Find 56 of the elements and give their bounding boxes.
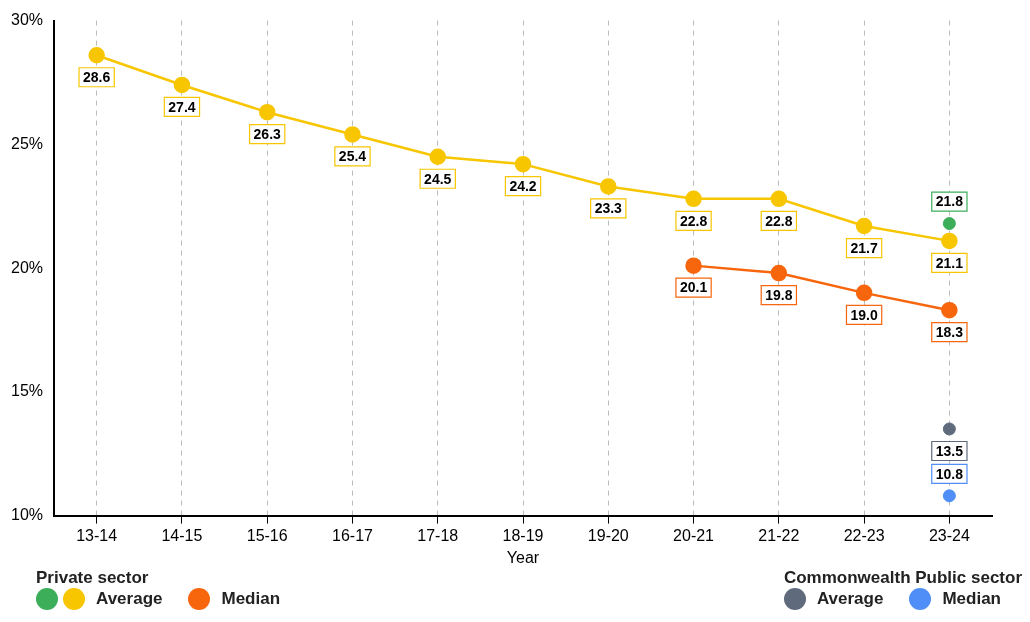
y-tick-label: 25% [10, 134, 44, 152]
data-label: 27.4 [168, 98, 196, 115]
point [344, 126, 361, 143]
point [855, 217, 873, 235]
point [685, 190, 702, 208]
point [941, 301, 958, 319]
data-label: 21.1 [935, 254, 964, 271]
data-label: 13.5 [935, 442, 964, 459]
y-tick-label: 30% [10, 11, 44, 29]
data-label: 19.0 [850, 306, 878, 323]
point [600, 178, 617, 195]
text: Private sector [36, 568, 150, 588]
legend-label: Average [816, 589, 884, 609]
data-label: 23.3 [594, 200, 623, 217]
x-tick-label: 16-17 [332, 526, 374, 544]
point [941, 232, 958, 250]
x-tick-label: 14-15 [161, 526, 203, 544]
point [429, 148, 446, 165]
x-tick-label: 20-21 [673, 526, 715, 544]
data-label: 18.3 [935, 324, 964, 341]
x-tick-label: 13-14 [76, 526, 118, 544]
data-label: 20.1 [679, 279, 708, 296]
data-label: 24.5 [424, 170, 452, 187]
x-tick-label: 21-22 [758, 526, 800, 544]
point [685, 257, 702, 274]
point [770, 190, 788, 208]
y-tick-label: 20% [10, 258, 44, 276]
y-tick-label: 10% [10, 506, 44, 524]
data-label: 25.4 [338, 148, 367, 165]
data-label: 28.6 [83, 69, 111, 86]
point [514, 155, 532, 173]
data-label: 22.8 [679, 212, 708, 229]
data-label: 24.2 [509, 178, 537, 195]
y-tick-label: 15% [10, 382, 44, 400]
data-label: 21.7 [850, 239, 878, 256]
x-tick-label: 23-24 [928, 526, 970, 544]
x-tick-label: 17-18 [417, 526, 459, 544]
point [173, 76, 191, 94]
legend-label: Average [96, 589, 163, 609]
x-axis-title: Year [506, 548, 540, 566]
text: Commonwealth Public sector [783, 568, 1022, 588]
data-label: 21.8 [935, 193, 964, 210]
point [88, 47, 105, 64]
data-label: 19.8 [765, 286, 793, 303]
x-tick-label: 15-16 [246, 526, 288, 544]
point [770, 264, 788, 282]
legend-label: Median [942, 589, 1001, 609]
data-label: 10.8 [935, 465, 964, 482]
point [855, 284, 873, 302]
legend-label: Median [221, 589, 281, 609]
x-tick-label: 19-20 [587, 526, 629, 544]
data-label: 26.3 [253, 126, 282, 143]
point [258, 103, 276, 121]
data-label: 22.8 [765, 212, 793, 229]
x-tick-label: 22-23 [843, 526, 885, 544]
x-tick-label: 18-19 [502, 526, 544, 544]
